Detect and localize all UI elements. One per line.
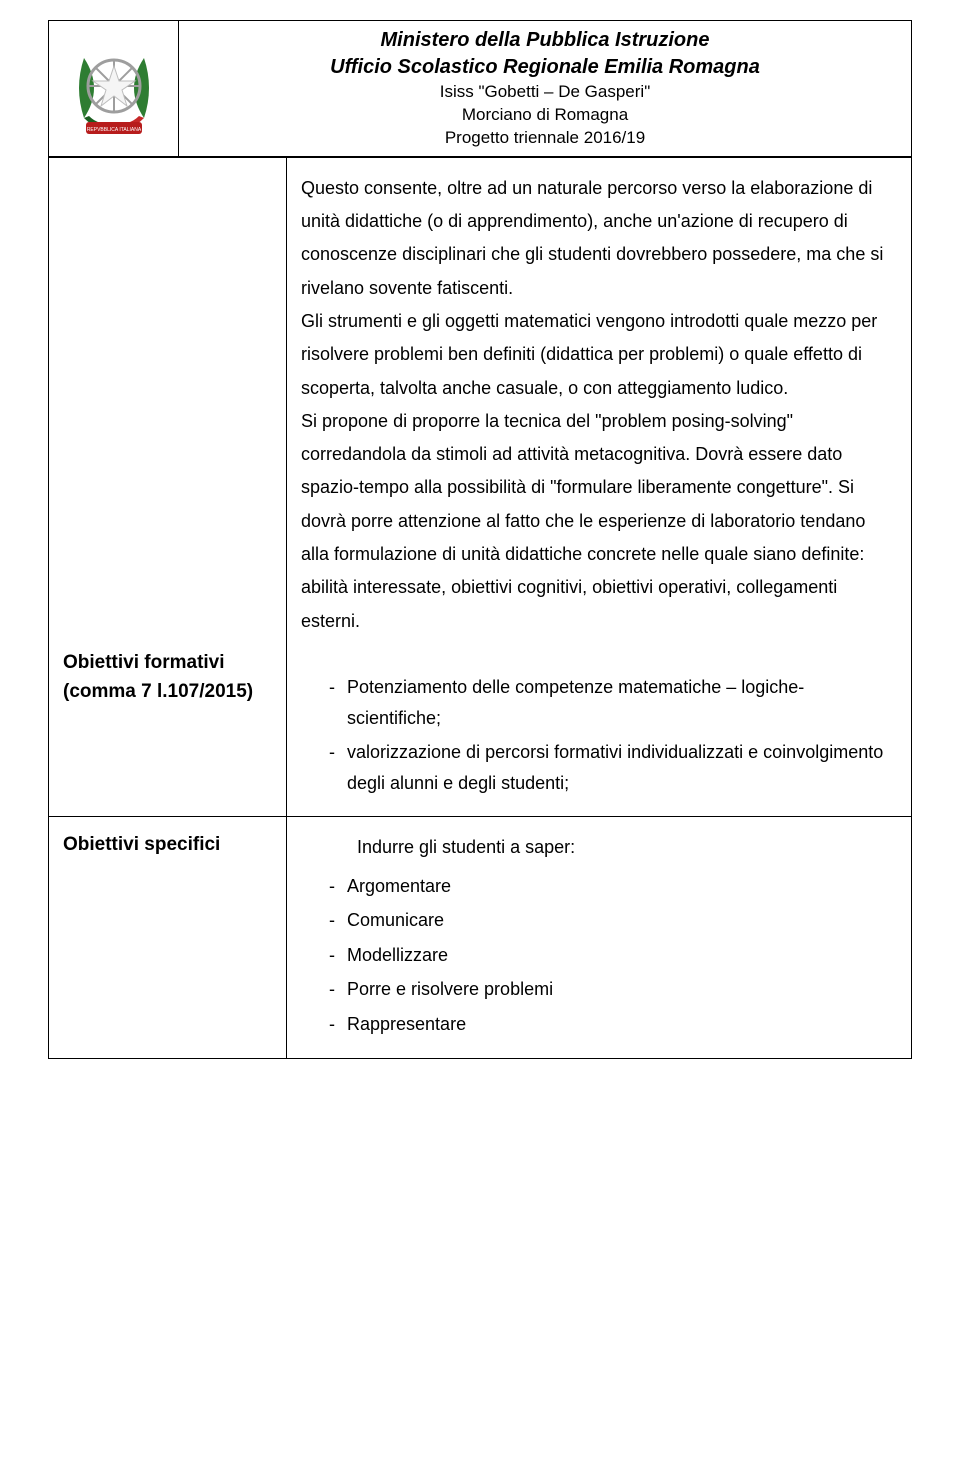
- header-city-line: Morciano di Romagna: [187, 104, 903, 127]
- formativi-label-cell: Obiettivi formativi (comma 7 l.107/2015): [49, 157, 287, 817]
- list-item: Porre e risolvere problemi: [329, 974, 897, 1005]
- list-item: Rappresentare: [329, 1009, 897, 1040]
- header-office-line: Ufficio Scolastico Regionale Emilia Roma…: [187, 54, 903, 81]
- specifici-label-cell: Obiettivi specifici: [49, 817, 287, 1058]
- specifici-row: Obiettivi specifici Indurre gli studenti…: [49, 817, 912, 1058]
- body-text: Questo consente, oltre ad un naturale pe…: [301, 172, 897, 638]
- formativi-content-cell: Potenziamento delle competenze matematic…: [287, 652, 912, 817]
- formativi-list: Potenziamento delle competenze matematic…: [301, 672, 897, 798]
- list-item: Argomentare: [329, 871, 897, 902]
- list-item: Potenziamento delle competenze matematic…: [329, 672, 897, 733]
- formativi-label-line2: (comma 7 l.107/2015): [63, 678, 272, 707]
- italian-republic-emblem-icon: REPVBBLICA ITALIANA: [64, 38, 164, 138]
- specifici-intro: Indurre gli studenti a saper:: [301, 831, 897, 864]
- header-project-line: Progetto triennale 2016/19: [187, 127, 903, 150]
- body-text-cell: Questo consente, oltre ad un naturale pe…: [287, 157, 912, 652]
- emblem-cell: REPVBBLICA ITALIANA: [49, 21, 179, 157]
- header-school-line: Isiss "Gobetti – De Gasperi": [187, 81, 903, 104]
- content-table: Obiettivi formativi (comma 7 l.107/2015)…: [48, 157, 912, 1059]
- list-item: Modellizzare: [329, 940, 897, 971]
- specifici-label: Obiettivi specifici: [63, 831, 272, 860]
- page-container: REPVBBLICA ITALIANA Ministero della Pubb…: [0, 0, 960, 1099]
- list-item: valorizzazione di percorsi formativi ind…: [329, 737, 897, 798]
- body-paragraph: Questo consente, oltre ad un naturale pe…: [301, 172, 897, 638]
- specifici-content-cell: Indurre gli studenti a saper: Argomentar…: [287, 817, 912, 1058]
- body-row: Obiettivi formativi (comma 7 l.107/2015)…: [49, 157, 912, 652]
- header-ministry-line: Ministero della Pubblica Istruzione: [187, 27, 903, 54]
- formativi-label-line1: Obiettivi formativi: [63, 649, 272, 678]
- list-item: Comunicare: [329, 905, 897, 936]
- header-table: REPVBBLICA ITALIANA Ministero della Pubb…: [48, 20, 912, 157]
- specifici-list: Argomentare Comunicare Modellizzare Porr…: [301, 871, 897, 1040]
- header-text-cell: Ministero della Pubblica Istruzione Uffi…: [179, 21, 912, 157]
- svg-text:REPVBBLICA ITALIANA: REPVBBLICA ITALIANA: [86, 127, 141, 133]
